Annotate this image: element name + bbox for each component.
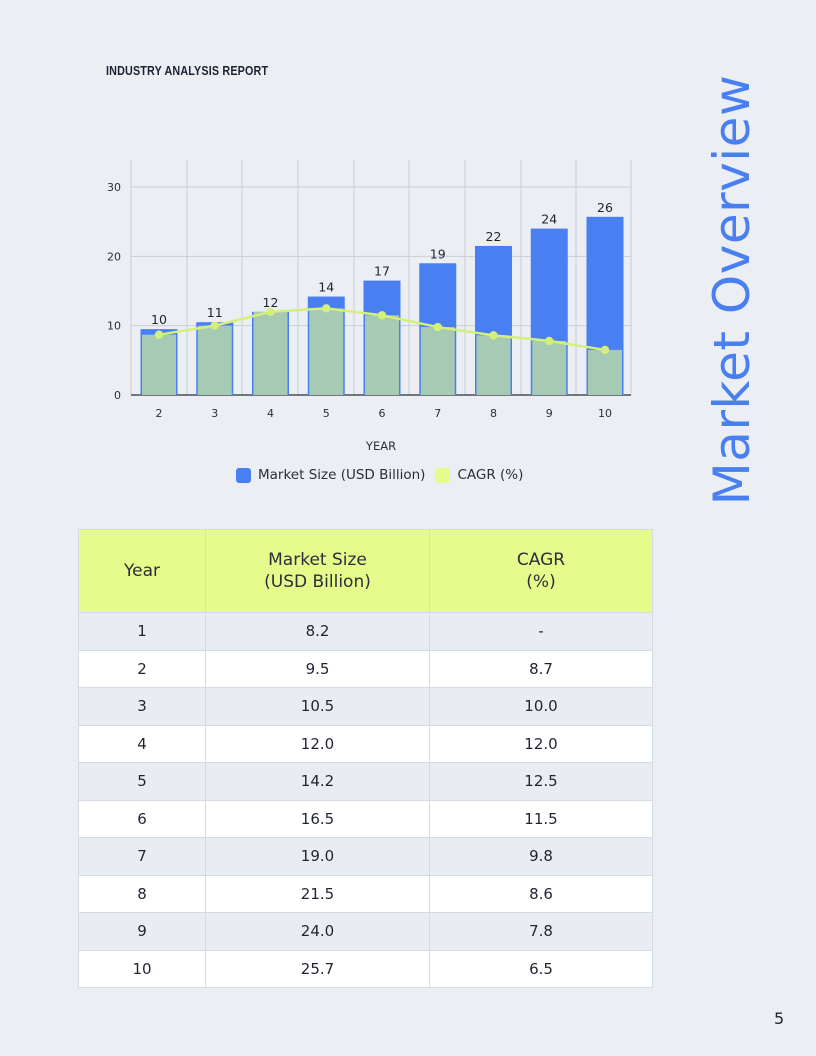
cell-market-size: 8.2 [205, 612, 430, 651]
legend-label-cagr: CAGR (%) [457, 467, 524, 483]
table-row: 4 12.0 12.0 [78, 724, 653, 763]
cell-year: 1 [78, 612, 206, 651]
cell-cagr: 8.6 [429, 874, 653, 913]
cell-market-size: 21.5 [205, 874, 430, 913]
table-row: 10 25.7 6.5 [78, 949, 653, 988]
table-row: 9 24.0 7.8 [78, 912, 653, 951]
cell-market-size: 9.5 [205, 649, 430, 688]
cell-market-size: 12.0 [205, 724, 430, 763]
cell-cagr: 12.0 [429, 724, 653, 763]
cell-cagr: 9.8 [429, 837, 653, 876]
cell-cagr: 6.5 [429, 949, 653, 988]
x-tick-label: 10 [598, 407, 612, 420]
cell-market-size: 19.0 [205, 837, 430, 876]
table-row: 2 9.5 8.7 [78, 649, 653, 688]
x-tick-label: 8 [490, 407, 497, 420]
area-cagr [365, 315, 399, 395]
area-cagr [588, 349, 622, 395]
legend-item-cagr: CAGR (%) [435, 467, 523, 483]
point-cagr [489, 331, 498, 340]
cell-year: 5 [78, 762, 206, 801]
cell-year: 3 [78, 687, 206, 726]
x-tick-label: 6 [379, 407, 386, 420]
cell-year: 10 [78, 949, 206, 988]
area-cagr [142, 334, 176, 395]
area-cagr [420, 327, 455, 395]
cell-year: 9 [78, 912, 206, 951]
cell-market-size: 25.7 [205, 949, 430, 988]
market-chart: 0 10 20 30 10 11 12 14 17 19 22 24 26 2 3 4 5 6 7 8 9 10 YEAR [107, 160, 632, 453]
cell-year: 8 [78, 874, 206, 913]
x-tick-label: 4 [267, 407, 274, 420]
bar-data-label: 17 [374, 264, 390, 279]
legend-label-market-size: Market Size (USD Billion) [258, 467, 426, 483]
table-row: 1 8.2- [78, 612, 653, 651]
point-cagr [600, 345, 610, 355]
cell-year: 7 [78, 837, 206, 876]
y-tick-label: 10 [107, 320, 121, 333]
cell-cagr: 7.8 [429, 912, 653, 951]
legend-swatch-market-size [236, 467, 251, 483]
legend-item-market-size: Market Size (USD Billion) [236, 467, 425, 483]
table-header-row: Year Market Size (USD Billion) CAGR (%) [78, 529, 653, 613]
table-row: 3 10.5 10.0 [78, 687, 653, 726]
cell-cagr: 11.5 [429, 799, 653, 838]
x-tick-label: 3 [211, 407, 218, 420]
header-market-size: Market Size (USD Billion) [205, 529, 430, 613]
cell-market-size: 16.5 [205, 799, 430, 838]
bar-data-label: 24 [541, 212, 557, 227]
bar-data-label: 22 [486, 229, 502, 244]
point-cagr [545, 336, 554, 346]
section-title: Market Overview [703, 74, 761, 506]
point-cagr [377, 311, 387, 320]
cell-market-size: 10.5 [205, 687, 430, 726]
point-cagr [322, 304, 331, 313]
cell-cagr: - [429, 612, 653, 651]
x-tick-label: 5 [323, 407, 330, 420]
bar-data-label: 19 [430, 246, 446, 261]
point-cagr [210, 321, 219, 330]
x-axis-label: YEAR [365, 439, 396, 453]
bar-data-label: 12 [263, 295, 279, 310]
header-cagr: CAGR (%) [429, 529, 653, 613]
area-cagr [532, 340, 567, 395]
cell-year: 4 [78, 724, 206, 763]
header-year: Year [78, 529, 206, 613]
bar-data-label: 26 [597, 200, 613, 215]
table-row: 5 14.2 12.5 [78, 762, 653, 801]
area-cagr [197, 325, 232, 395]
cell-market-size: 24.0 [205, 912, 430, 951]
cell-year: 2 [78, 649, 206, 688]
bar-data-label: 10 [151, 312, 167, 327]
y-tick-label: 30 [107, 181, 121, 194]
area-cagr [253, 311, 288, 395]
area-cagr [309, 308, 344, 395]
table-row: 8 21.5 8.6 [78, 874, 653, 913]
point-cagr [433, 322, 442, 332]
cell-year: 6 [78, 799, 206, 838]
report-header: INDUSTRY ANALYSIS REPORT [106, 64, 269, 78]
cell-market-size: 14.2 [205, 762, 430, 801]
bar-data-label: 11 [207, 305, 223, 320]
point-cagr [266, 307, 275, 316]
chart-legend: Market Size (USD Billion) CAGR (%) [236, 467, 533, 483]
bar-data-label: 14 [318, 280, 334, 295]
page-number: 5 [774, 1009, 785, 1028]
legend-swatch-cagr [435, 467, 451, 483]
data-table: Year Market Size (USD Billion) CAGR (%) … [78, 529, 653, 988]
x-tick-label: 7 [434, 407, 441, 420]
cell-cagr: 10.0 [429, 687, 653, 726]
table-row: 7 19.0 9.8 [78, 837, 653, 876]
cell-cagr: 8.7 [429, 649, 653, 688]
table-row: 6 16.5 11.5 [78, 799, 653, 838]
area-cagr [476, 335, 511, 395]
y-tick-label: 20 [107, 250, 121, 263]
point-cagr [154, 330, 164, 339]
x-tick-label: 2 [156, 407, 163, 420]
cell-cagr: 12.5 [429, 762, 653, 801]
x-tick-label: 9 [546, 407, 553, 420]
y-tick-label: 0 [114, 389, 121, 402]
